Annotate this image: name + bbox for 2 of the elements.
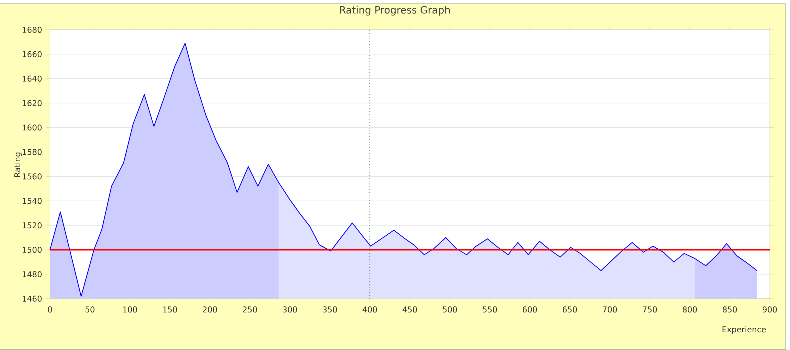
chart-title: Rating Progress Graph [340,6,450,16]
line-series [50,42,758,297]
